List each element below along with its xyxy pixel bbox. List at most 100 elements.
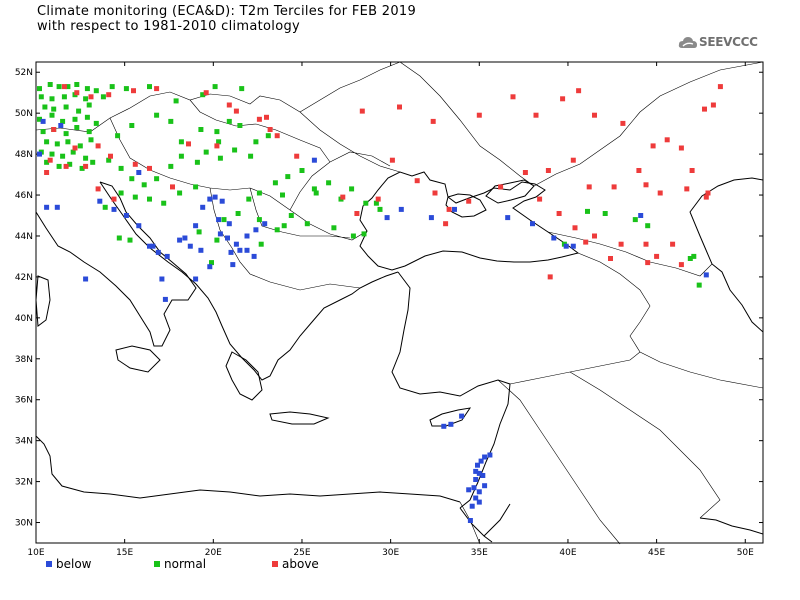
lon-tick-label: 40E <box>559 548 576 558</box>
station-normal <box>37 86 42 92</box>
station-normal <box>373 200 379 206</box>
station-normal <box>221 217 227 223</box>
station-normal <box>49 112 55 118</box>
station-below <box>97 198 103 204</box>
station-below <box>111 206 117 212</box>
legend-normal: normal <box>154 557 206 571</box>
lon-tick-label: 15E <box>116 548 133 558</box>
station-above <box>44 170 50 175</box>
lon-tick-label: 50E <box>737 548 754 558</box>
station-below <box>530 221 535 227</box>
station-above <box>560 96 566 102</box>
lat-tick-label: 40N <box>15 314 33 324</box>
station-normal <box>691 253 697 259</box>
station-normal <box>123 86 129 92</box>
station-normal <box>632 217 638 223</box>
map-title: Climate monitoring (ECA&D): T2m Terciles… <box>37 4 416 34</box>
station-above <box>537 196 543 202</box>
station-below <box>164 253 170 259</box>
station-below <box>478 458 484 464</box>
station-above <box>466 198 472 204</box>
station-normal <box>44 139 50 145</box>
station-above <box>620 120 626 126</box>
station-normal <box>127 237 133 243</box>
adriatic-coast <box>99 181 399 381</box>
station-above <box>147 165 152 171</box>
station-normal <box>304 221 310 227</box>
station-normal <box>217 155 223 161</box>
anatolia-coast <box>391 271 511 509</box>
station-below <box>398 206 404 212</box>
legend-below: below <box>46 557 92 571</box>
station-normal <box>256 217 262 223</box>
station-normal <box>161 200 167 206</box>
sicily-coast <box>115 345 161 373</box>
station-normal <box>226 118 232 124</box>
station-normal <box>258 241 264 247</box>
italy-coast <box>35 181 197 347</box>
station-normal <box>65 84 71 90</box>
station-below <box>563 243 569 249</box>
station-below <box>473 468 479 474</box>
station-above <box>522 170 528 175</box>
station-below <box>198 247 204 253</box>
station-above <box>51 127 57 132</box>
station-normal <box>83 155 89 161</box>
map-frame <box>35 61 764 544</box>
station-below <box>228 249 234 255</box>
station-normal <box>106 157 112 163</box>
station-above <box>389 157 395 163</box>
station-normal <box>129 176 135 182</box>
station-below <box>473 495 479 501</box>
station-below <box>244 247 250 253</box>
lat-tick-label: 46N <box>15 191 33 201</box>
station-normal <box>168 163 174 169</box>
station-normal <box>154 176 160 182</box>
station-normal <box>109 84 115 90</box>
station-above <box>545 168 551 173</box>
cyprus-coast <box>429 407 472 427</box>
station-below <box>471 485 477 491</box>
map-border <box>35 61 764 544</box>
station-below <box>44 204 50 210</box>
station-below <box>216 217 222 223</box>
station-normal <box>49 96 55 102</box>
station-below <box>476 499 482 505</box>
lat-tick-label: 44N <box>15 232 33 242</box>
station-normal <box>83 96 89 102</box>
station-above <box>643 241 649 247</box>
station-normal <box>49 151 55 157</box>
station-normal <box>178 153 184 159</box>
station-above <box>132 161 138 167</box>
station-below <box>155 249 161 255</box>
seevccc-logo: SEEVCCC <box>678 34 768 52</box>
station-below <box>40 118 46 124</box>
station-normal <box>141 182 147 188</box>
station-above <box>654 253 660 259</box>
station-normal <box>102 204 108 210</box>
station-below <box>233 241 239 247</box>
station-below <box>136 170 142 175</box>
station-normal <box>280 192 285 198</box>
station-below <box>482 483 488 489</box>
logo-text: SEEVCCC <box>699 35 758 49</box>
station-normal <box>272 180 278 186</box>
station-normal <box>209 260 214 266</box>
station-above <box>397 104 402 110</box>
station-above <box>643 182 649 188</box>
lat-tick-label: 34N <box>15 437 33 447</box>
station-below <box>177 237 183 243</box>
station-normal <box>331 225 337 231</box>
station-normal <box>232 147 238 153</box>
station-normal <box>274 227 280 233</box>
station-normal <box>237 123 243 128</box>
station-normal <box>178 139 184 145</box>
station-below <box>441 423 447 429</box>
station-normal <box>194 159 200 165</box>
station-below <box>487 452 493 458</box>
station-above <box>226 102 232 108</box>
station-normal <box>51 106 57 112</box>
station-above <box>83 163 89 169</box>
station-above <box>432 190 438 196</box>
station-above <box>702 106 707 112</box>
